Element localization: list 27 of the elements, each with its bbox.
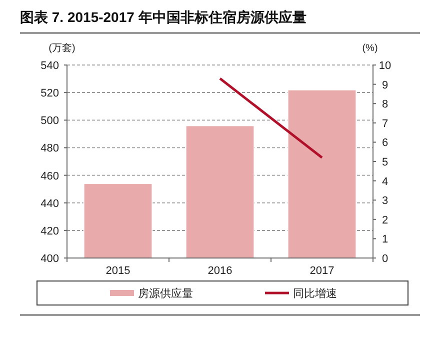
y2-tick-label: 9	[382, 79, 388, 92]
chart-title: 图表 7. 2015-2017 年中国非标住宿房源供应量	[20, 9, 306, 25]
y2-tick-label: 10	[378, 60, 392, 72]
y2-tick-label: 2	[382, 214, 388, 226]
y-axis-title: (万套)	[48, 42, 76, 54]
x-tick-label: 2016	[208, 265, 232, 277]
y-tick-label: 540	[40, 60, 59, 72]
y-tick-label: 460	[40, 170, 59, 182]
y2-tick-label: 1	[382, 234, 388, 246]
y-tick-label: 400	[40, 253, 59, 265]
legend-label: 同比增速	[293, 287, 337, 300]
x-tick-label: 2015	[106, 265, 130, 277]
x-tick-label: 2017	[310, 265, 334, 277]
y-tick-label: 420	[40, 225, 59, 238]
y-tick-label: 440	[40, 198, 59, 210]
y-tick-label: 480	[40, 142, 59, 155]
y2-tick-label: 3	[382, 195, 388, 208]
y2-axis-title: (%)	[362, 43, 378, 54]
y-tick-label: 500	[40, 115, 59, 128]
legend-label: 房源供应量	[138, 287, 193, 300]
y2-tick-label: 8	[382, 98, 388, 111]
y2-tick-label: 6	[382, 137, 388, 150]
y2-tick-label: 0	[382, 253, 388, 265]
y-tick-label: 520	[40, 88, 59, 100]
y2-tick-label: 5	[382, 156, 388, 168]
y2-tick-label: 4	[382, 176, 388, 188]
y2-tick-label: 7	[382, 118, 388, 130]
